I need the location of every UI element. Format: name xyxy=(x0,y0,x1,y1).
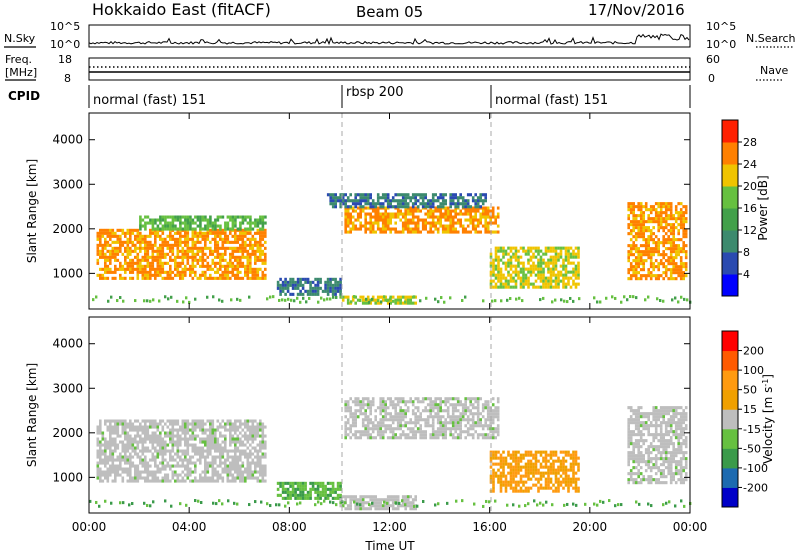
beam-title: Beam 05 xyxy=(356,3,423,21)
colorbar-tick-label: 16 xyxy=(743,202,757,215)
noise-trace xyxy=(88,33,690,46)
noise-strip: N.Sky 10^5 10^0 10^5 10^0 N.Search xyxy=(4,20,796,51)
time-axis: 00:00 04:00 08:00 12:00 16:00 20:00 00:00 xyxy=(72,113,708,534)
colorbar-tick-label: 200 xyxy=(743,345,764,358)
colorbar-tick-label: 12 xyxy=(743,224,757,237)
colorbar-tick-label: 4 xyxy=(743,268,750,281)
range-tick-label: 3000 xyxy=(52,177,83,191)
power-heatmap xyxy=(92,193,692,305)
cpid-segment-3: normal (fast) 151 xyxy=(495,93,608,108)
frequency-strip: Freq. [MHz] 18 8 60 0 Nave xyxy=(5,53,788,85)
colorbar-tick-label: -15 xyxy=(743,423,761,436)
freq-label: Freq. xyxy=(5,53,32,66)
colorbar-tick-label: -100 xyxy=(743,462,768,475)
velocity-colorbar: -200 -100 -50 -15 15 50 100 200 Velocity [m s-1… xyxy=(721,330,776,508)
time-tick-label: 12:00 xyxy=(372,520,407,534)
colorbar-tick-label: 8 xyxy=(743,246,750,259)
time-tick-label: 20:00 xyxy=(573,520,608,534)
range-tick-label: 2000 xyxy=(52,426,83,440)
time-tick-label: 16:00 xyxy=(472,520,507,534)
cpid-segment-2: rbsp 200 xyxy=(346,85,404,100)
freq-right-tick-top: 60 xyxy=(706,53,720,66)
time-tick-label: 00:00 xyxy=(72,520,107,534)
range-tick-label: 3000 xyxy=(52,381,83,395)
range-tick-label: 4000 xyxy=(52,133,83,147)
cpid-segment-1: normal (fast) 151 xyxy=(93,93,206,108)
freq-unit-label: [MHz] xyxy=(5,66,37,79)
time-tick-label: 00:00 xyxy=(673,520,708,534)
freq-right-tick-bottom: 0 xyxy=(708,72,715,85)
power-ylabel: Slant Range [km] xyxy=(25,159,39,263)
freq-left-tick-bottom: 8 xyxy=(64,72,71,85)
date-title: 17/Nov/2016 xyxy=(588,1,685,19)
range-tick-label: 1000 xyxy=(52,470,83,484)
nave-label: Nave xyxy=(760,64,788,77)
power-panel: 1000 2000 3000 4000 Slant Range [km] xyxy=(25,112,692,310)
power-colorbar-label: Power [dB] xyxy=(756,175,770,240)
colorbar-tick-label: -50 xyxy=(743,442,761,455)
colorbar-tick-label: 24 xyxy=(743,158,757,171)
range-tick-label: 1000 xyxy=(52,266,83,280)
time-axis-label: Time UT xyxy=(364,539,415,553)
velocity-colorbar-label: Velocity [m s-1] xyxy=(761,374,776,464)
noise-search-label: N.Search xyxy=(746,32,796,45)
colorbar-tick-label: -200 xyxy=(743,481,768,494)
power-colorbar: 4 8 12 16 20 24 28 Power [dB] xyxy=(721,119,770,297)
velocity-panel: 1000 2000 3000 4000 Slant Range [km] xyxy=(25,316,692,514)
time-tick-label: 04:00 xyxy=(172,520,207,534)
velocity-ylabel: Slant Range [km] xyxy=(25,363,39,467)
noise-right-tick-top: 10^5 xyxy=(706,20,736,33)
noise-right-tick-bottom: 10^0 xyxy=(706,38,736,51)
cpid-label: CPID xyxy=(8,89,40,103)
freq-left-tick-top: 18 xyxy=(58,53,72,66)
range-tick-label: 4000 xyxy=(52,337,83,351)
colorbar-tick-label: 28 xyxy=(743,136,757,149)
station-title: Hokkaido East (fitACF) xyxy=(92,0,271,19)
velocity-heatmap xyxy=(89,397,692,511)
noise-sky-label: N.Sky xyxy=(4,32,36,45)
time-tick-label: 08:00 xyxy=(272,520,307,534)
noise-left-tick-top: 10^5 xyxy=(50,20,80,33)
noise-left-tick-bottom: 10^0 xyxy=(50,38,80,51)
colorbar-tick-label: 15 xyxy=(743,403,757,416)
colorbar-tick-label: 50 xyxy=(743,384,757,397)
colorbar-tick-label: 20 xyxy=(743,180,757,193)
range-tick-label: 2000 xyxy=(52,222,83,236)
colorbar-tick-label: 100 xyxy=(743,364,764,377)
cpid-strip: CPID normal (fast) 151 rbsp 200 normal (… xyxy=(8,85,691,108)
